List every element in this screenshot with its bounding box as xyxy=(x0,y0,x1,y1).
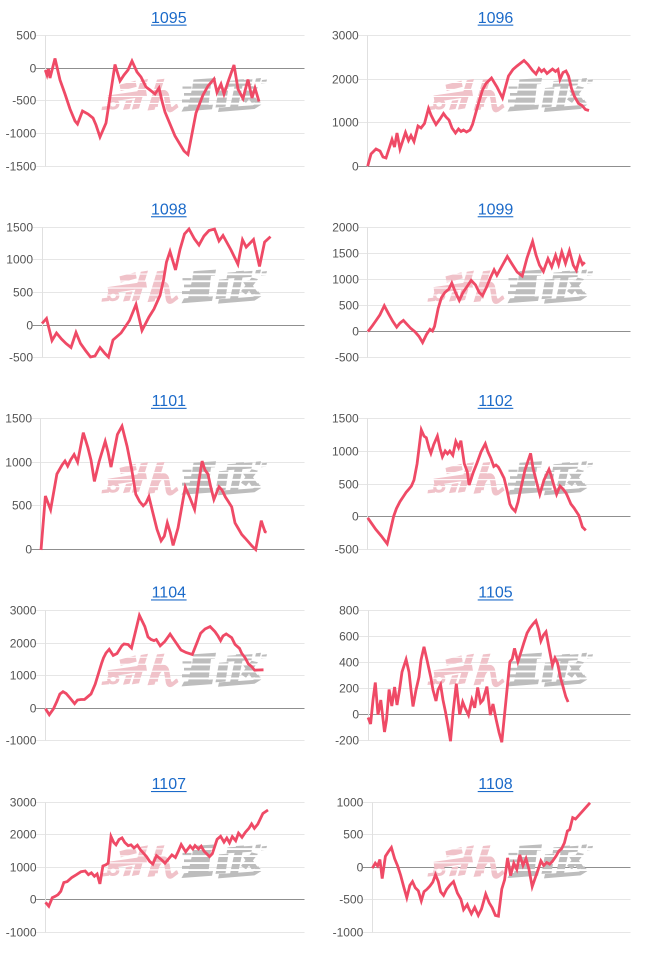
svg-text:2000: 2000 xyxy=(332,220,359,234)
svg-text:-1000: -1000 xyxy=(333,925,364,939)
svg-text:1000: 1000 xyxy=(337,795,364,809)
svg-text:0: 0 xyxy=(352,324,359,338)
svg-text:-1000: -1000 xyxy=(6,733,37,747)
svg-text:-500: -500 xyxy=(335,350,359,364)
svg-text:1101: 1101 xyxy=(152,393,187,410)
svg-text:-1000: -1000 xyxy=(6,126,37,140)
svg-text:1102: 1102 xyxy=(478,393,513,410)
svg-text:1099: 1099 xyxy=(478,201,514,218)
svg-text:3000: 3000 xyxy=(10,603,37,617)
svg-text:500: 500 xyxy=(16,28,36,42)
svg-text:1500: 1500 xyxy=(332,411,359,425)
svg-text:2000: 2000 xyxy=(10,827,37,841)
svg-text:1000: 1000 xyxy=(332,272,359,286)
svg-text:400: 400 xyxy=(339,655,359,669)
svg-text:3000: 3000 xyxy=(332,28,359,42)
svg-text:0: 0 xyxy=(357,860,364,874)
svg-text:0: 0 xyxy=(25,542,32,556)
svg-text:1000: 1000 xyxy=(10,860,37,874)
svg-text:3000: 3000 xyxy=(10,795,37,809)
svg-text:0: 0 xyxy=(26,318,33,332)
svg-text:500: 500 xyxy=(339,477,359,491)
svg-text:1500: 1500 xyxy=(5,411,32,425)
svg-text:200: 200 xyxy=(339,681,359,695)
svg-text:500: 500 xyxy=(12,498,32,512)
svg-text:0: 0 xyxy=(352,509,359,523)
svg-text:0: 0 xyxy=(352,159,359,173)
svg-text:0: 0 xyxy=(30,892,37,906)
svg-text:1500: 1500 xyxy=(332,246,359,260)
svg-text:0: 0 xyxy=(30,701,37,715)
svg-text:1000: 1000 xyxy=(10,668,37,682)
svg-text:1104: 1104 xyxy=(152,585,187,602)
svg-text:-500: -500 xyxy=(339,892,363,906)
svg-text:-1500: -1500 xyxy=(6,159,37,173)
svg-text:600: 600 xyxy=(339,629,359,643)
svg-text:1098: 1098 xyxy=(151,201,187,218)
svg-text:0: 0 xyxy=(30,61,37,75)
svg-text:2000: 2000 xyxy=(332,72,359,86)
svg-text:-200: -200 xyxy=(335,733,359,747)
svg-text:1000: 1000 xyxy=(6,252,33,266)
svg-text:1096: 1096 xyxy=(478,10,514,27)
svg-text:-500: -500 xyxy=(9,350,33,364)
svg-text:1000: 1000 xyxy=(332,444,359,458)
svg-text:500: 500 xyxy=(343,827,363,841)
svg-text:-1000: -1000 xyxy=(6,925,37,939)
svg-text:-500: -500 xyxy=(12,93,36,107)
svg-text:1095: 1095 xyxy=(151,10,187,27)
svg-text:1107: 1107 xyxy=(152,776,187,793)
svg-text:1000: 1000 xyxy=(5,455,32,469)
svg-text:1000: 1000 xyxy=(332,115,359,129)
svg-text:1500: 1500 xyxy=(6,220,33,234)
svg-text:1108: 1108 xyxy=(478,776,513,793)
svg-text:1105: 1105 xyxy=(478,585,513,602)
svg-text:0: 0 xyxy=(352,707,359,721)
svg-text:500: 500 xyxy=(339,298,359,312)
svg-text:500: 500 xyxy=(13,285,33,299)
svg-text:-500: -500 xyxy=(335,542,359,556)
svg-text:800: 800 xyxy=(339,603,359,617)
svg-text:2000: 2000 xyxy=(10,636,37,650)
